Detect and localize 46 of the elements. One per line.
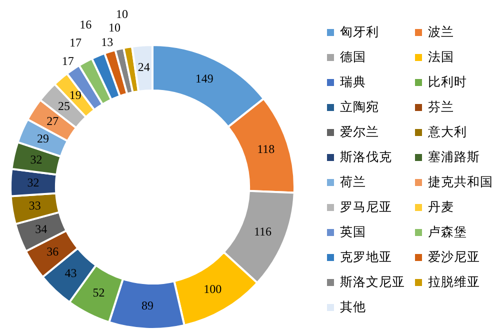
legend-label: 瑞典 bbox=[340, 74, 366, 90]
data-label: 29 bbox=[37, 132, 50, 146]
data-label: 10 bbox=[108, 20, 120, 35]
legend-label: 罗马尼亚 bbox=[340, 198, 392, 216]
data-label: 116 bbox=[254, 224, 272, 239]
data-label: 27 bbox=[46, 114, 59, 128]
legend-label: 克罗地亚 bbox=[340, 248, 392, 266]
data-label: 17 bbox=[70, 35, 82, 50]
data-label: 32 bbox=[30, 152, 42, 167]
legend-label: 德国 bbox=[340, 48, 366, 66]
legend-label: 法国 bbox=[428, 48, 454, 66]
data-label: 149 bbox=[195, 72, 214, 86]
legend-label: 斯洛伐克 bbox=[340, 148, 392, 166]
data-label: 32 bbox=[27, 175, 40, 190]
data-label: 10 bbox=[116, 6, 128, 21]
data-label: 89 bbox=[141, 298, 154, 312]
legend-label: 爱尔兰 bbox=[340, 124, 379, 140]
legend-label: 斯洛文尼亚 bbox=[340, 274, 405, 290]
data-label: 19 bbox=[69, 88, 82, 102]
legend-label: 匈牙利 bbox=[340, 24, 379, 40]
data-label: 33 bbox=[28, 198, 41, 213]
legend-label: 捷克共和国 bbox=[428, 174, 493, 190]
legend-label: 荷兰 bbox=[340, 174, 366, 190]
legend-label: 丹麦 bbox=[428, 198, 454, 216]
legend-label: 芬兰 bbox=[428, 98, 454, 116]
legend-label: 立陶宛 bbox=[340, 98, 379, 116]
data-label: 16 bbox=[80, 17, 92, 32]
legend-label: 拉脱维亚 bbox=[428, 274, 480, 290]
legend-label: 英国 bbox=[340, 224, 366, 240]
data-label: 100 bbox=[204, 282, 222, 296]
legend-label: 卢森堡 bbox=[428, 224, 467, 240]
legend-label: 比利时 bbox=[428, 74, 467, 90]
data-label: 25 bbox=[58, 99, 70, 114]
legend-label: 波兰 bbox=[428, 24, 454, 40]
data-label: 36 bbox=[46, 244, 59, 258]
data-label: 24 bbox=[138, 60, 150, 74]
data-label: 34 bbox=[35, 222, 48, 236]
legend-label: 意大利 bbox=[428, 124, 467, 140]
legend-label: 爱沙尼亚 bbox=[428, 248, 480, 266]
data-label: 13 bbox=[101, 35, 114, 50]
legend-label: 塞浦路斯 bbox=[428, 148, 480, 166]
data-label: 118 bbox=[257, 142, 275, 156]
data-label: 17 bbox=[62, 54, 74, 68]
data-label: 52 bbox=[92, 286, 105, 300]
legend-label: 其他 bbox=[340, 298, 366, 316]
data-label: 43 bbox=[64, 266, 77, 280]
